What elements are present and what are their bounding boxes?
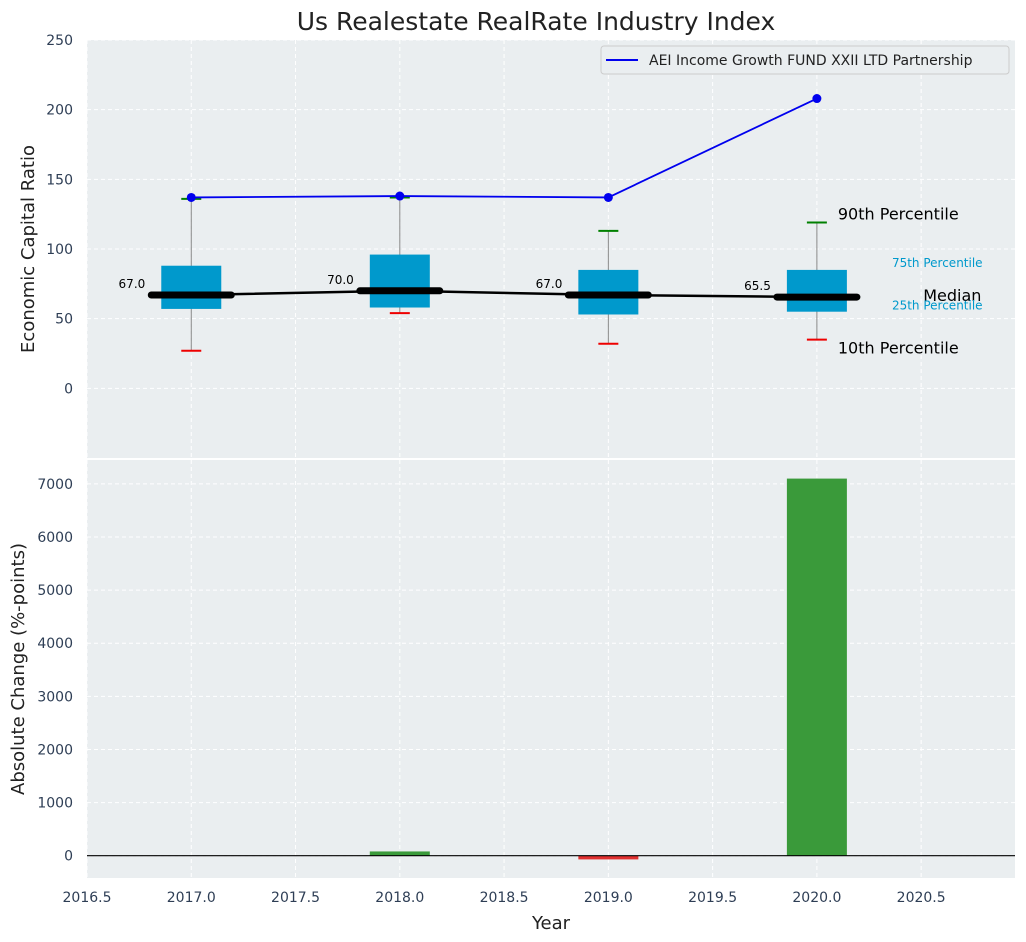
x-tick-label: 2018.5 <box>480 890 529 906</box>
top-y-tick-label: 150 <box>46 172 73 188</box>
x-tick-label: 2016.5 <box>63 890 112 906</box>
x-tick-label: 2019.0 <box>584 890 633 906</box>
top-y-tick-label: 0 <box>64 381 73 397</box>
x-tick-labels: 2016.5 2017.0 2017.5 2018.0 2018.5 2019.0 2019… <box>63 890 946 906</box>
series-point <box>603 192 613 202</box>
series-line <box>191 97 818 199</box>
annotation-90th: 90th Percentile <box>838 205 959 224</box>
legend-frame <box>600 45 1010 75</box>
top-y-tick-label: 100 <box>46 242 73 258</box>
bottom-y-tick-label: 4000 <box>37 636 73 652</box>
bottom-plot-area <box>87 460 1015 878</box>
change-bar <box>578 855 639 860</box>
median-value-label: 67.0 <box>119 277 146 291</box>
x-tick-label: 2019.5 <box>688 890 737 906</box>
bottom-y-tick-label: 3000 <box>37 689 73 705</box>
top-y-axis-label: Economic Capital Ratio <box>18 145 39 353</box>
change-bars <box>87 478 1015 860</box>
annotation-75th: 75th Percentile <box>892 256 983 270</box>
bottom-y-tick-label: 0 <box>64 849 73 865</box>
x-axis-label: Year <box>531 913 571 934</box>
percentile-annotations: 90th Percentile 75th Percentile Median25th… <box>838 205 983 358</box>
series-point <box>186 192 196 202</box>
median-value-label: 70.0 <box>327 273 354 287</box>
top-y-tick-label: 50 <box>55 312 73 328</box>
legend: AEI Income Growth FUND XXII LTD Partners… <box>600 45 1010 75</box>
bottom-y-tick-label: 1000 <box>37 796 73 812</box>
x-tick-label: 2017.0 <box>167 890 216 906</box>
chart-title: Us Realestate RealRate Industry Index <box>297 7 776 36</box>
bottom-y-tick-label: 6000 <box>37 530 73 546</box>
annotation-25th: 25th Percentile <box>892 299 983 313</box>
change-bar <box>369 851 430 856</box>
iqr-box <box>786 269 847 312</box>
x-tick-label: 2020.0 <box>792 890 841 906</box>
median-value-label: 65.5 <box>744 279 771 293</box>
legend-label: AEI Income Growth FUND XXII LTD Partners… <box>649 53 973 69</box>
x-tick-label: 2017.5 <box>271 890 320 906</box>
median-value-label: 67.0 <box>536 277 563 291</box>
bottom-y-axis-label: Absolute Change (%-points) <box>8 543 29 795</box>
change-bar <box>786 478 847 856</box>
series-point <box>395 191 405 201</box>
bottom-y-tick-label: 5000 <box>37 583 73 599</box>
top-gridlines <box>86 39 1015 458</box>
x-tick-label: 2020.5 <box>897 890 946 906</box>
iqr-box <box>369 254 430 308</box>
bottom-y-tick-labels: 0 1000 2000 3000 4000 5000 6000 7000 <box>37 477 73 865</box>
top-y-tick-label: 250 <box>46 33 73 49</box>
annotation-10th: 10th Percentile <box>838 339 959 358</box>
series-point <box>812 94 822 104</box>
top-y-tick-label: 200 <box>46 103 73 119</box>
bottom-y-tick-label: 2000 <box>37 742 73 758</box>
bottom-y-tick-label: 7000 <box>37 477 73 493</box>
median-trend-path <box>191 289 817 299</box>
median-trend-line <box>191 289 817 299</box>
iqr-box <box>161 265 222 309</box>
fund-series <box>186 94 822 202</box>
annotation-median: Median <box>923 286 981 305</box>
top-y-tick-labels: 0 50 100 150 200 250 <box>46 33 73 397</box>
x-tick-label: 2018.0 <box>375 890 424 906</box>
